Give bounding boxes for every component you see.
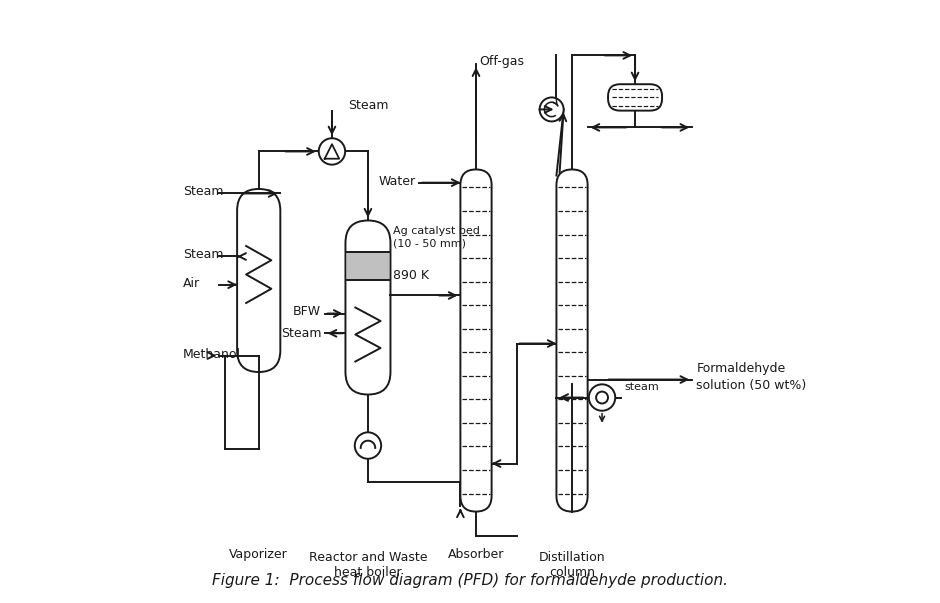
Text: Steam: Steam [348,99,388,112]
Circle shape [319,138,345,165]
Text: Distillation
column: Distillation column [539,551,605,579]
Text: Methanol: Methanol [183,348,241,361]
Text: Steam: Steam [183,248,224,261]
Circle shape [588,384,616,411]
Text: Steam: Steam [183,185,224,198]
Text: Figure 1:  Process flow diagram (PFD) for formaldehyde production.: Figure 1: Process flow diagram (PFD) for… [212,573,728,589]
Circle shape [596,391,608,403]
Text: Air: Air [183,277,200,290]
FancyBboxPatch shape [556,169,588,511]
FancyBboxPatch shape [461,169,492,511]
Text: solution (50 wt%): solution (50 wt%) [697,379,807,392]
Text: BFW: BFW [293,305,321,318]
FancyBboxPatch shape [608,84,662,110]
Text: steam: steam [624,382,659,392]
Text: Vaporizer: Vaporizer [229,548,288,561]
Text: Steam: Steam [281,327,321,340]
Text: Water: Water [379,175,416,188]
Text: Ag catalyst bed: Ag catalyst bed [393,226,480,236]
Bar [347,251,388,280]
Text: (10 - 50 mm): (10 - 50 mm) [393,239,466,249]
Text: Reactor and Waste
heat boiler: Reactor and Waste heat boiler [308,551,427,579]
Text: Absorber: Absorber [447,548,504,561]
Text: Formaldehyde: Formaldehyde [697,362,786,375]
FancyBboxPatch shape [346,221,390,394]
FancyBboxPatch shape [237,189,280,372]
Circle shape [354,432,381,459]
Text: 890 K: 890 K [393,269,430,282]
Text: Off-gas: Off-gas [479,55,525,68]
Circle shape [540,98,564,121]
